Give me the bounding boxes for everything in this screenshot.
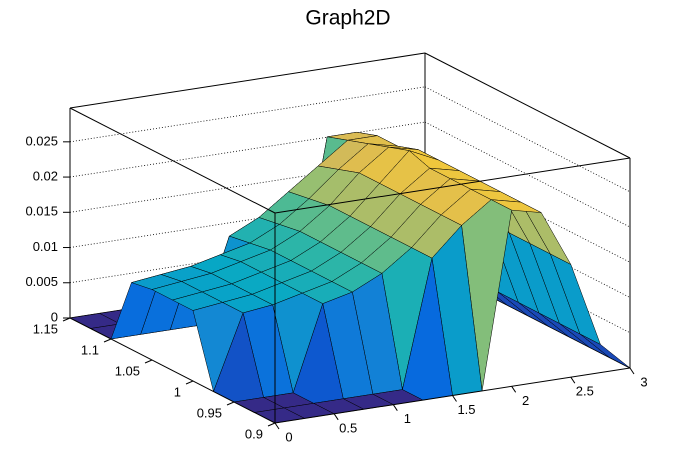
z-tick-label: 0 [51, 309, 58, 324]
chart-title: Graph2D [305, 7, 390, 30]
x-tick [511, 386, 517, 393]
y-tick [267, 422, 276, 427]
grid-line [69, 86, 426, 143]
x-tick [629, 367, 635, 375]
z-tick-label: 0.01 [33, 239, 58, 254]
x-tick [392, 404, 398, 411]
box-edge [69, 52, 426, 109]
y-tick [103, 338, 112, 343]
x-tick [274, 422, 280, 430]
surface-cell [579, 333, 631, 369]
y-tick [226, 401, 235, 406]
y-tick-label: 1.1 [81, 342, 99, 357]
box-edge [69, 107, 276, 214]
z-tick-label: 0.02 [33, 168, 58, 183]
x-tick-label: 1.5 [457, 402, 475, 417]
x-tick-label: 0 [285, 429, 292, 444]
x-tick [452, 395, 457, 402]
x-tick-label: 3 [640, 374, 647, 389]
x-tick-label: 2.5 [576, 384, 594, 399]
x-tick-label: 1 [404, 411, 411, 426]
y-tick-label: 1.05 [115, 363, 140, 378]
y-tick [144, 359, 153, 364]
z-tick-label: 0.025 [25, 133, 58, 148]
y-tick-label: 0.9 [245, 426, 263, 441]
box-edge [274, 157, 631, 214]
x-tick [333, 413, 339, 421]
y-tick-label: 1 [174, 384, 181, 399]
z-tick-label: 0.015 [25, 204, 58, 219]
y-tick-label: 0.95 [197, 405, 222, 420]
x-tick [570, 376, 576, 384]
y-tick-label: 1.15 [33, 321, 58, 336]
x-tick-label: 0.5 [339, 420, 357, 435]
z-tick-label: 0.005 [25, 274, 58, 289]
y-axis [69, 317, 276, 424]
box-edge [424, 52, 631, 159]
x-tick-label: 2 [522, 393, 529, 408]
y-tick [185, 380, 194, 385]
